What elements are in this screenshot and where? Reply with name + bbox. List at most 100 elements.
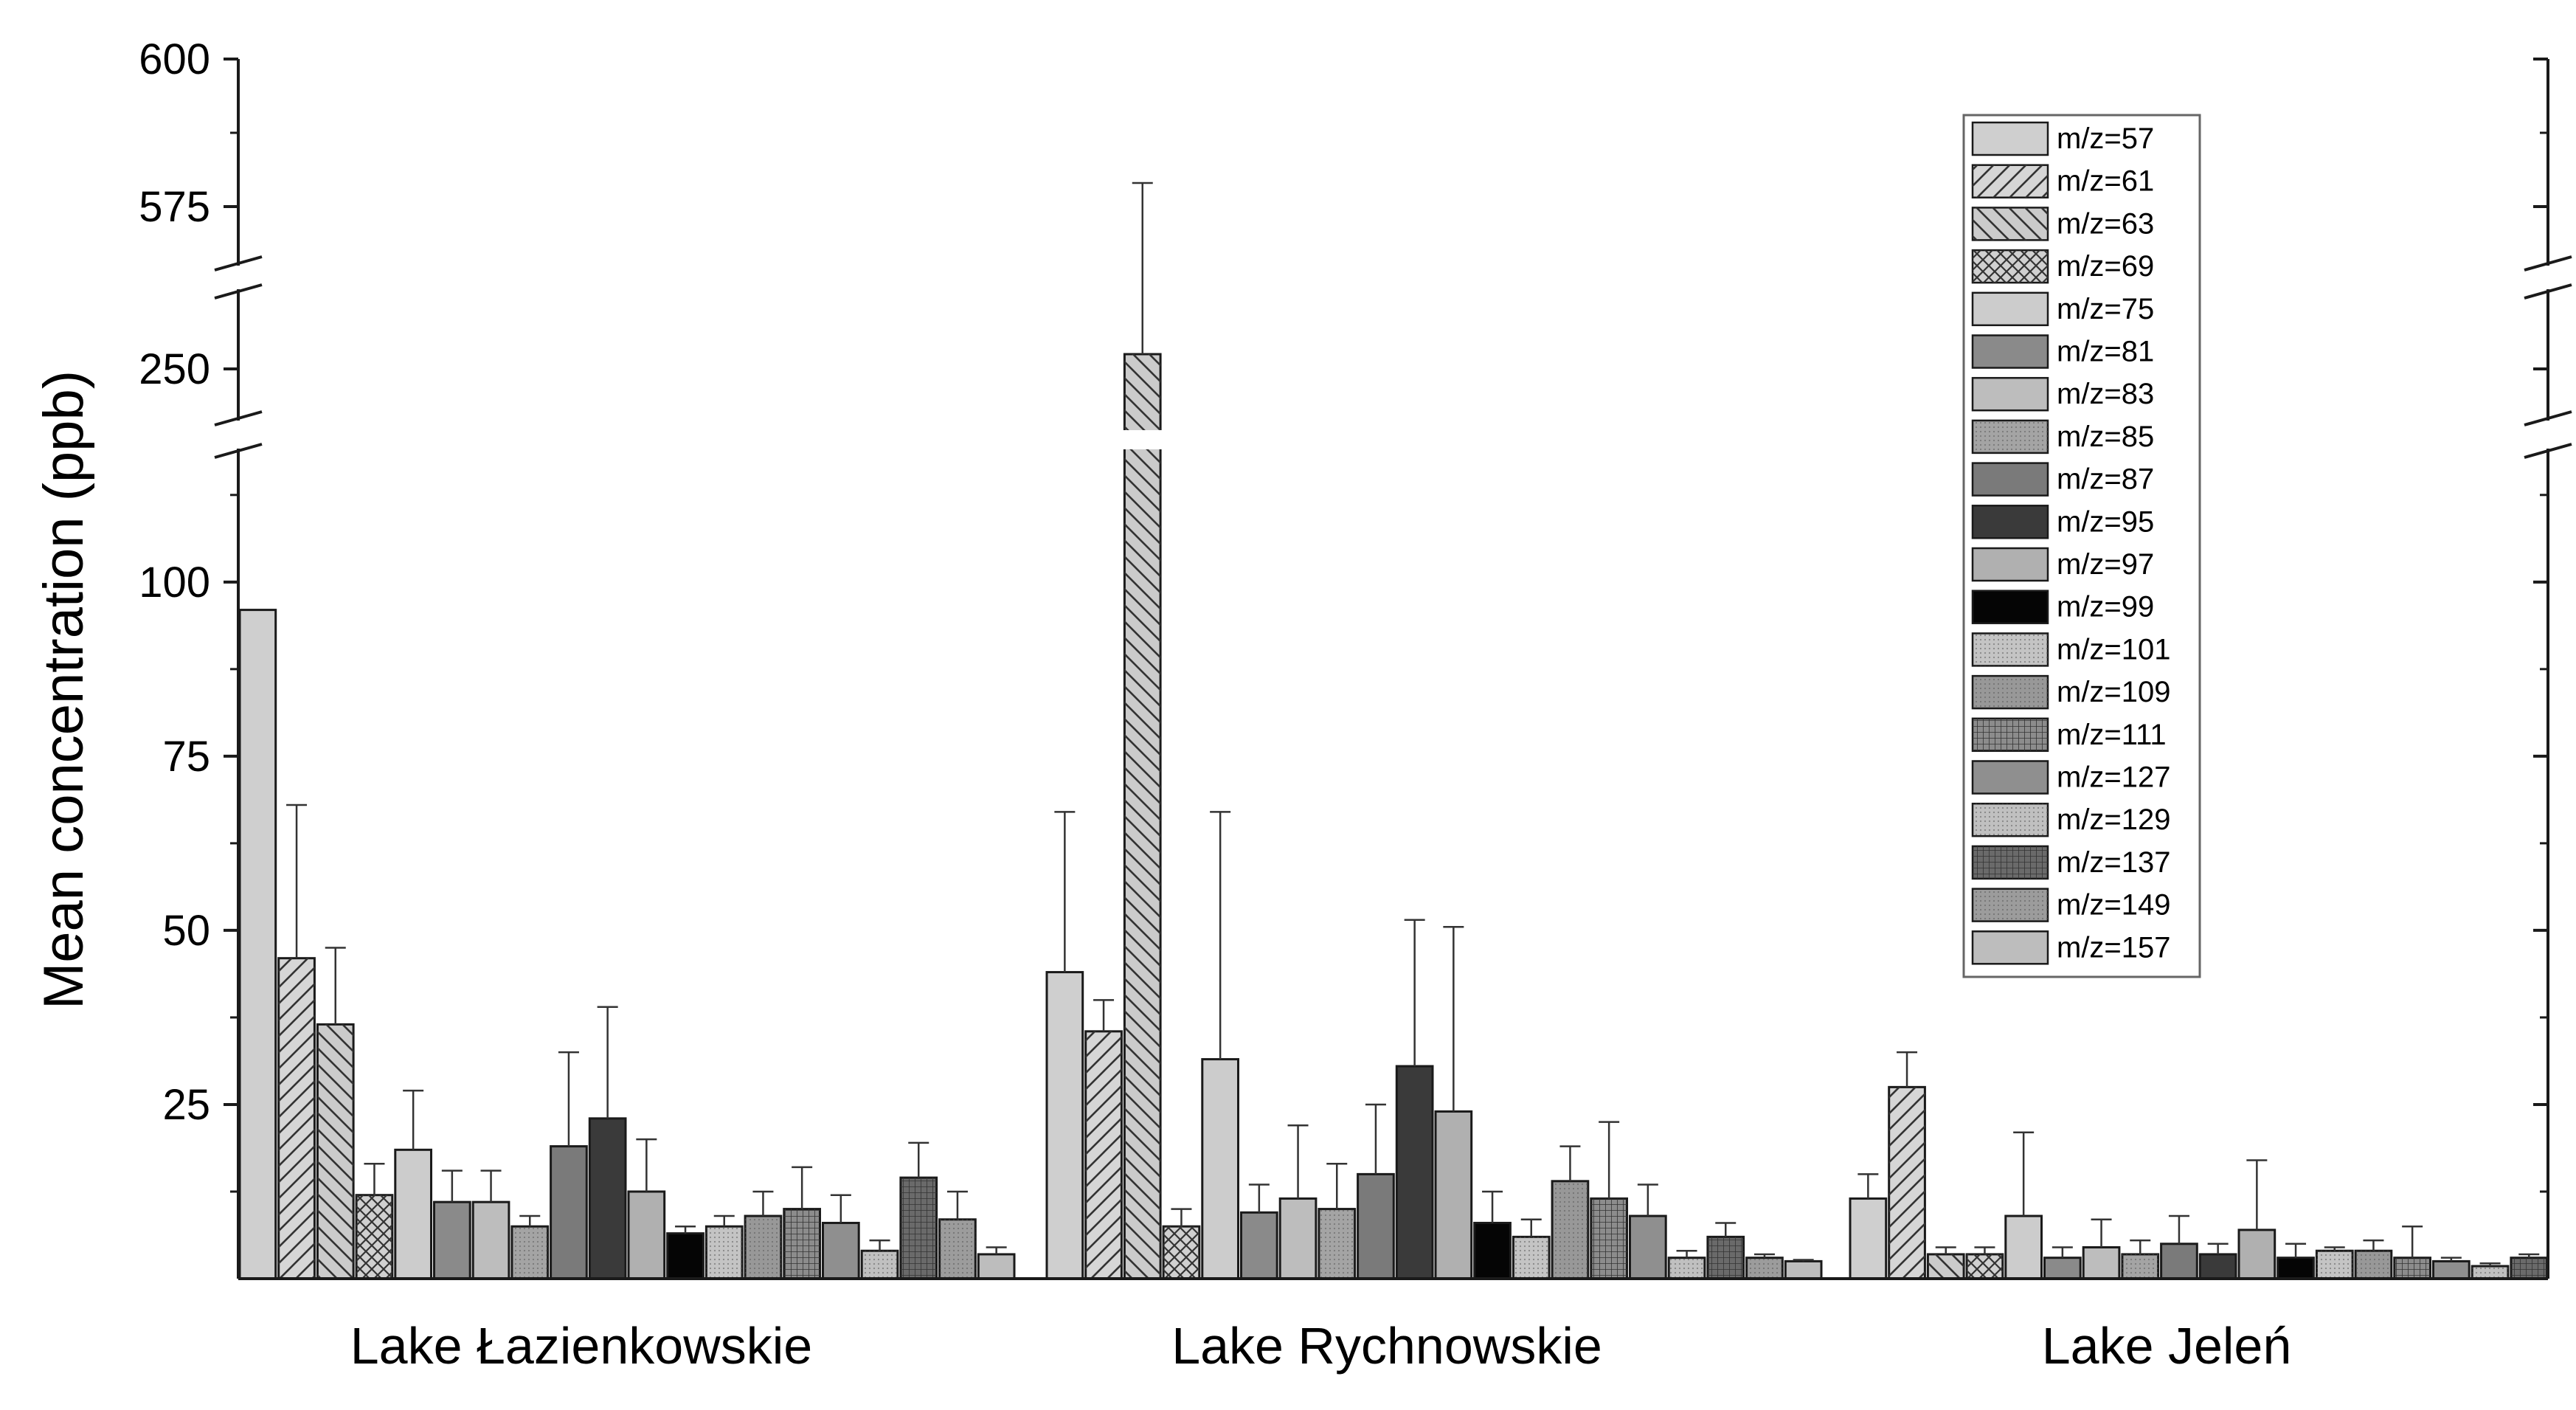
legend-swatch-pattern: [1973, 804, 2048, 837]
bar-pattern: [2316, 1251, 2353, 1279]
bar-pattern: [2355, 1251, 2392, 1279]
bar: [238, 609, 277, 1280]
error-bars-layer: [286, 182, 2540, 1267]
bar-pattern: [1669, 1257, 1705, 1279]
bar: [1849, 1197, 1888, 1280]
x-category-label: Lake Rychnowskie: [1171, 1317, 1602, 1375]
bar-pattern: [1124, 354, 1161, 1279]
legend-swatch: [1971, 547, 2049, 582]
legend-label: m/z=149: [2057, 889, 2171, 922]
legend-label: m/z=61: [2057, 165, 2154, 198]
bar: [1434, 1110, 1473, 1280]
axis-break-mark: [214, 443, 263, 459]
bar-pattern: [1552, 1181, 1588, 1279]
bar: [666, 1232, 704, 1280]
y-axis-label: Mean concentration (ppb): [32, 370, 95, 1009]
bar-pattern: [1163, 1226, 1199, 1279]
bar-pattern: [706, 1226, 743, 1279]
bar-pattern: [900, 1178, 937, 1279]
bar-pattern: [278, 958, 315, 1279]
bar-pattern: [1967, 1254, 2003, 1279]
bar-pattern: [2510, 1257, 2547, 1279]
bar: [550, 1145, 588, 1280]
legend-label: m/z=97: [2057, 548, 2154, 581]
bar: [1278, 1197, 1318, 1280]
bar-pattern: [1707, 1237, 1744, 1279]
legend-swatch-pattern: [1973, 207, 2048, 241]
legend-label: m/z=157: [2057, 931, 2171, 964]
bar-pattern: [939, 1219, 976, 1279]
y-tick-label: 75: [162, 733, 210, 781]
legend-label: m/z=57: [2057, 122, 2154, 155]
legend-swatch: [1971, 590, 2049, 624]
x-category-label: Lake Łazienkowskie: [350, 1317, 812, 1375]
bar-pattern: [2472, 1266, 2508, 1279]
legend-swatch: [1971, 930, 2049, 965]
bar: [433, 1200, 471, 1280]
legend-label: m/z=111: [2057, 719, 2167, 751]
legend-label: m/z=63: [2057, 207, 2154, 240]
y-tick-label: 100: [139, 559, 210, 606]
legend-swatch-pattern: [1973, 420, 2048, 453]
bar: [1629, 1214, 1667, 1280]
legend-label: m/z=69: [2057, 250, 2154, 283]
bar: [2082, 1246, 2121, 1280]
bars-layer: [238, 353, 2549, 1280]
bar: [394, 1148, 432, 1280]
legend-swatch-pattern: [1973, 250, 2048, 283]
bar-pattern: [1746, 1257, 1783, 1279]
legend-label: m/z=85: [2057, 421, 2154, 453]
bar-pattern: [1318, 1209, 1355, 1279]
bar: [2276, 1257, 2315, 1280]
bar-pattern: [511, 1226, 548, 1279]
axes-layer: [214, 58, 2572, 1280]
legend-label: m/z=81: [2057, 336, 2154, 368]
axis-break-mark: [214, 283, 263, 300]
bar: [1045, 971, 1084, 1280]
bar-pattern: [862, 1251, 898, 1279]
legend-label: m/z=127: [2057, 761, 2171, 794]
bar-pattern: [1513, 1237, 1550, 1279]
axis-break-mark: [2524, 443, 2572, 459]
bar: [1473, 1221, 1512, 1280]
legend-label: m/z=129: [2057, 804, 2171, 836]
bar: [1784, 1259, 1823, 1280]
legend-swatch: [1971, 121, 2049, 156]
bar: [1240, 1211, 1278, 1280]
axis-break-mark: [214, 410, 263, 426]
bar-pattern: [783, 1209, 820, 1279]
bar-pattern: [1085, 1031, 1122, 1279]
x-category-label: Lake Jeleń: [2042, 1317, 2292, 1375]
legend: m/z=57 m/z=61 m/z=63 m/z=69 m/z=75 m/z=81 m/z=…: [1962, 114, 2201, 978]
legend-swatch-pattern: [1973, 165, 2048, 198]
bar: [471, 1200, 510, 1280]
legend-label: m/z=137: [2057, 846, 2171, 879]
legend-swatch-pattern: [1973, 888, 2048, 922]
bar: [2198, 1253, 2237, 1280]
axis-break-mark: [2524, 255, 2572, 272]
legend-swatch-pattern: [1973, 718, 2048, 751]
bar-pattern: [356, 1195, 392, 1279]
legend-label: m/z=99: [2057, 591, 2154, 623]
y-tick-label: 25: [162, 1081, 210, 1129]
legend-swatch: [1971, 334, 2049, 369]
y-tick-label: 50: [162, 907, 210, 955]
bar-pattern: [1928, 1254, 1964, 1279]
legend-label: m/z=109: [2057, 676, 2171, 708]
legend-swatch: [1971, 291, 2049, 327]
legend-label: m/z=83: [2057, 378, 2154, 410]
axis-break-mark: [2524, 410, 2572, 426]
legend-swatch: [1971, 760, 2049, 795]
legend-swatch: [1971, 376, 2049, 412]
bar: [822, 1221, 860, 1280]
axis-break-mark: [214, 255, 263, 272]
axis-break-gap: [1118, 430, 1162, 449]
legend-swatch: [1971, 462, 2049, 497]
bar-pattern: [1590, 1198, 1627, 1279]
bar: [588, 1117, 627, 1280]
legend-label: m/z=75: [2057, 293, 2154, 325]
bar: [2432, 1259, 2471, 1280]
legend-label: m/z=95: [2057, 505, 2154, 538]
